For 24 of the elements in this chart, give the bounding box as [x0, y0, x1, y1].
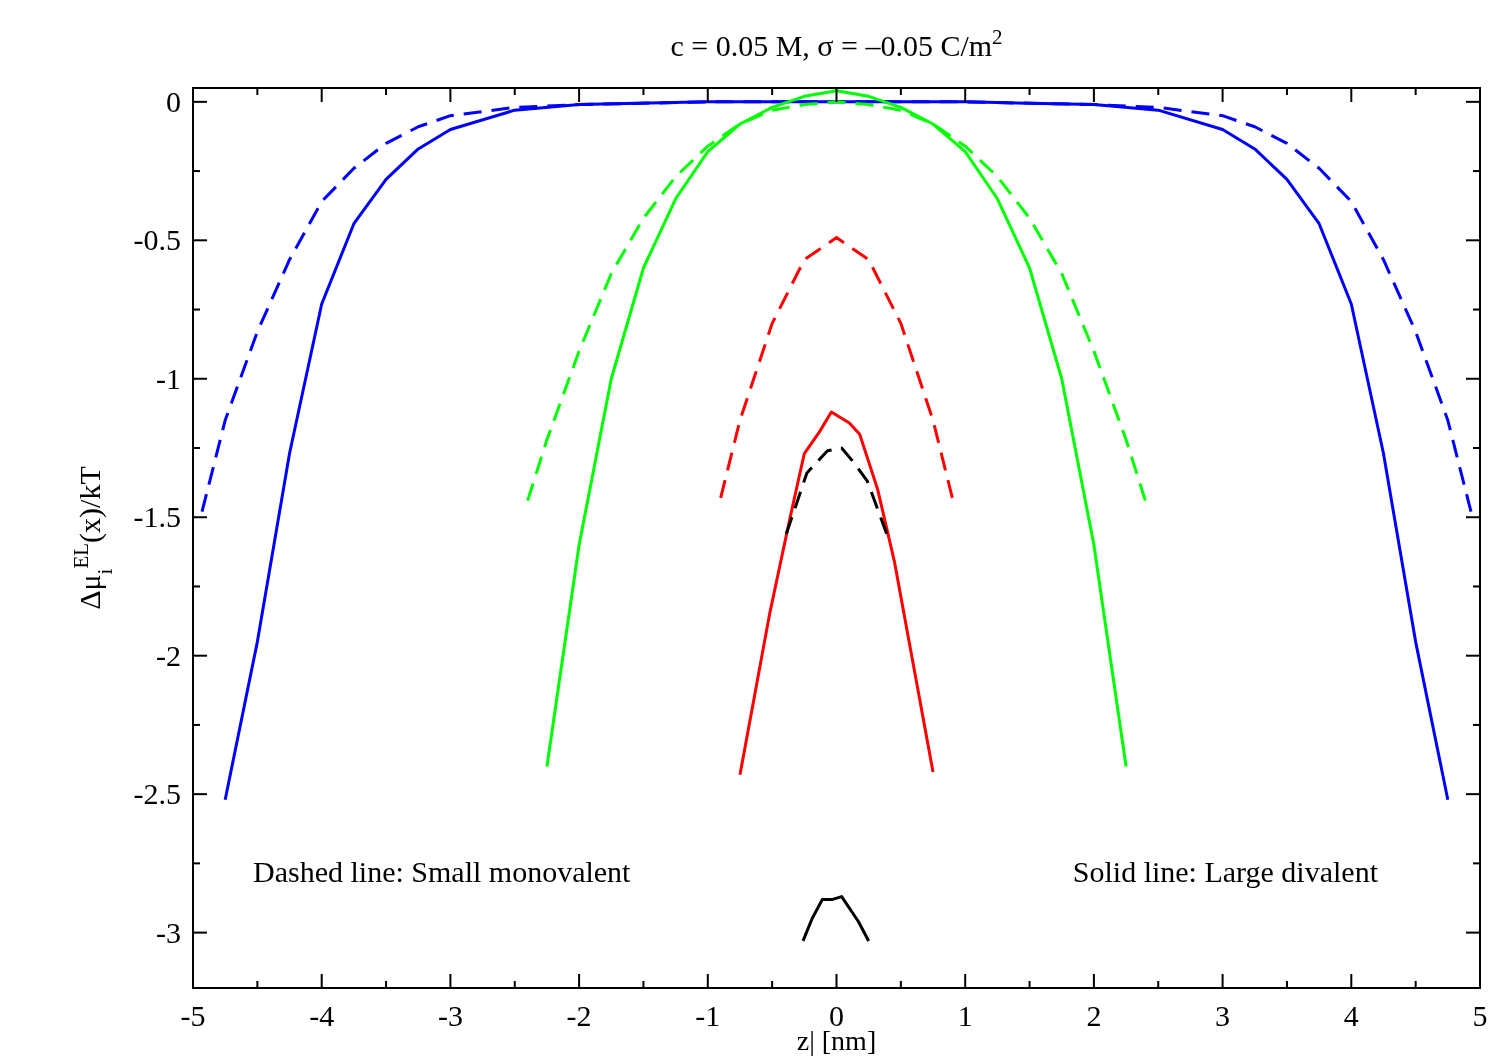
y-tick-label: -2 [156, 638, 181, 672]
y-tick-label: -3 [156, 915, 181, 949]
chart-title: c = 0.05 M, σ = –0.05 C/m$^{2}$ [670, 25, 1003, 62]
x-tick-label: -2 [566, 999, 592, 1032]
y-tick-label: -1 [156, 361, 181, 395]
y-tick-label: -1.5 [133, 500, 181, 534]
line-series [719, 236, 954, 500]
x-tick-label: 1 [957, 999, 973, 1032]
annotation: Dashed line: Small monovalent [253, 855, 632, 888]
x-tick-label: -3 [437, 999, 463, 1032]
x-tick-label: -4 [309, 999, 335, 1032]
line-series [738, 410, 935, 777]
x-tick-label: -1 [695, 999, 721, 1032]
y-tick-label: -2.5 [133, 777, 181, 811]
x-tick-label: -5 [180, 999, 206, 1032]
x-tick-label: 3 [1215, 999, 1231, 1032]
line-series [784, 446, 889, 536]
y-tick-label: 0 [166, 84, 181, 118]
x-tick-label: 2 [1086, 999, 1102, 1032]
y-tick-label: -0.5 [133, 223, 181, 257]
x-tick-label: 4 [1343, 999, 1359, 1032]
annotation: Solid line: Large divalent [1072, 855, 1379, 888]
line-series [801, 895, 871, 943]
x-tick-label: 5 [1472, 999, 1488, 1032]
